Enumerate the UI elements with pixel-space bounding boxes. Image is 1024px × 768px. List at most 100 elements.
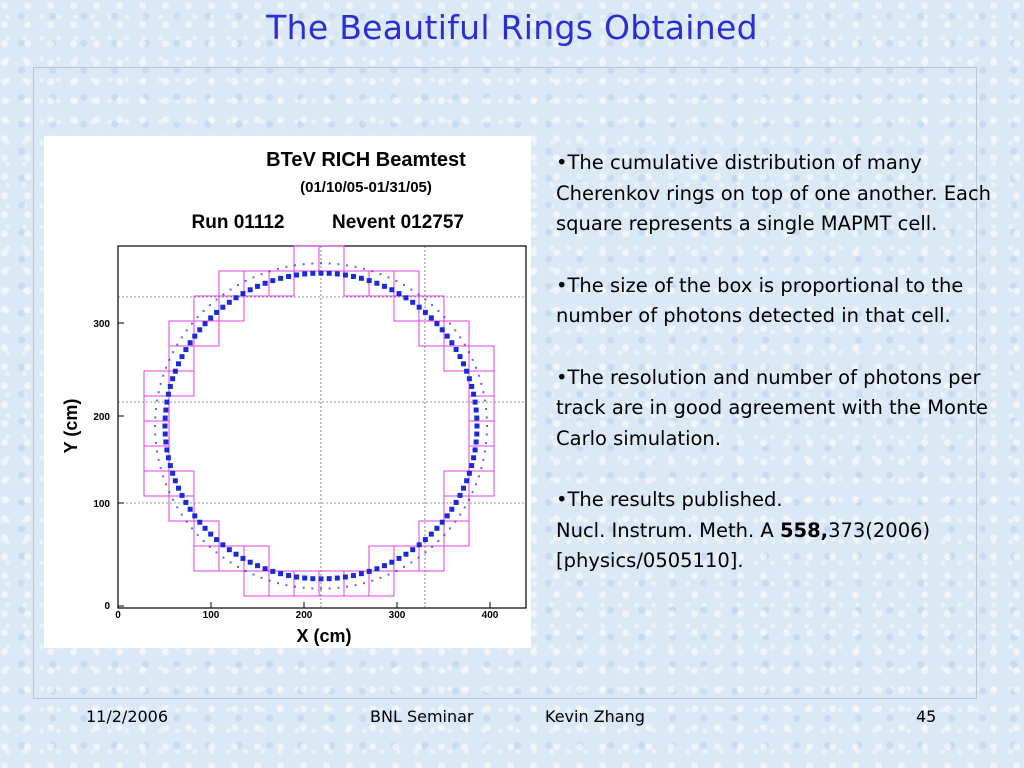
- photon-hit: [337, 263, 340, 266]
- photon-hit: [202, 540, 205, 543]
- y-tick-0: 0: [104, 601, 110, 612]
- photon-hit: [422, 309, 428, 315]
- bullet-resolution: •The resolution and number of photons pe…: [556, 365, 988, 450]
- photon-hit: [175, 361, 181, 367]
- photon-hit: [187, 506, 193, 512]
- figure-run: Run 01112: [192, 212, 285, 233]
- photon-hit: [164, 447, 170, 453]
- photon-hit: [464, 478, 470, 484]
- photon-hit: [220, 542, 226, 548]
- photon-hit: [379, 576, 382, 579]
- photon-hit: [469, 383, 475, 389]
- photon-hit: [222, 293, 225, 296]
- photon-hit: [172, 478, 178, 484]
- photon-hit: [482, 458, 485, 461]
- photon-hit: [172, 351, 175, 354]
- photon-hit: [362, 267, 365, 270]
- photon-hit: [172, 498, 175, 501]
- slide-title: The Beautiful Rings Obtained: [266, 8, 758, 47]
- arxiv-reference: [physics/0505110].: [556, 549, 744, 572]
- y-tick-100: 100: [93, 499, 110, 510]
- photon-hit: [208, 304, 211, 307]
- x-axis-label: X (cm): [296, 626, 351, 646]
- photon-hit: [190, 322, 193, 325]
- photon-hit: [471, 491, 474, 494]
- photon-hit: [278, 571, 284, 577]
- photon-hit: [278, 275, 284, 281]
- x-tick-0: 0: [115, 610, 121, 621]
- y-tick-200: 200: [93, 412, 110, 423]
- photon-hit: [345, 264, 348, 267]
- photon-hit: [162, 475, 165, 478]
- photon-hit: [229, 288, 232, 291]
- photon-hit: [466, 376, 472, 382]
- photon-hit: [379, 273, 382, 276]
- photon-hit: [262, 280, 268, 286]
- photon-hit: [270, 568, 276, 574]
- footer-page-number: 45: [916, 707, 937, 726]
- photon-hit: [469, 463, 475, 469]
- photon-hits: [154, 262, 488, 590]
- photon-hit: [310, 576, 316, 582]
- x-tick-200: 200: [296, 610, 313, 621]
- photon-hit: [310, 270, 316, 276]
- photon-hit: [196, 533, 199, 536]
- photon-hit: [374, 280, 380, 286]
- photon-hit: [294, 574, 300, 580]
- photon-hit: [471, 391, 477, 397]
- photon-hit: [410, 547, 416, 553]
- photon-hit: [358, 275, 364, 281]
- footer-event: BNL Seminar: [370, 707, 474, 726]
- photon-hit: [483, 450, 486, 453]
- photon-hit: [431, 545, 434, 548]
- photon-hit: [410, 299, 416, 305]
- photon-hit: [444, 333, 450, 339]
- photon-hit: [154, 425, 156, 427]
- photon-hit: [424, 298, 427, 301]
- photon-hit: [154, 407, 157, 410]
- content-frame: [33, 67, 977, 699]
- photon-hit: [437, 540, 440, 543]
- photon-hit: [374, 566, 380, 572]
- citation-line: Nucl. Instrum. Meth. A 558,373(2006): [556, 516, 1021, 547]
- photon-hit: [463, 506, 466, 509]
- photon-hit: [167, 383, 173, 389]
- photon-hit: [395, 280, 398, 283]
- photon-hit: [454, 520, 457, 523]
- photon-hit: [208, 545, 211, 548]
- photon-hit: [485, 433, 488, 436]
- photon-hit: [486, 425, 488, 427]
- photon-hit: [233, 295, 239, 301]
- bullet-published: •The results published. Nucl. Instrum. M…: [556, 485, 1021, 577]
- photon-hit: [202, 309, 205, 312]
- photon-hit: [480, 382, 483, 385]
- photon-hit: [410, 288, 413, 291]
- photon-hit: [220, 304, 226, 310]
- photon-hit: [483, 399, 486, 402]
- photon-hit: [285, 584, 288, 587]
- photon-hit: [237, 565, 239, 568]
- photon-hit: [434, 321, 440, 327]
- photon-hit: [240, 555, 246, 561]
- figure-nevent: Nevent 012757: [332, 212, 464, 233]
- photon-hit: [471, 455, 477, 461]
- photon-hit: [463, 343, 466, 346]
- photon-hit: [168, 491, 171, 494]
- photon-hit: [170, 376, 176, 382]
- photon-hit: [454, 329, 457, 332]
- photon-hit: [156, 450, 159, 453]
- photon-hit: [244, 569, 247, 572]
- photon-hit: [345, 585, 348, 588]
- photon-hit: [294, 264, 297, 267]
- photon-hit: [473, 407, 479, 413]
- photon-hit: [277, 267, 280, 270]
- photon-hit: [247, 559, 253, 565]
- photon-hit: [286, 273, 292, 279]
- photon-hit: [244, 280, 247, 283]
- x-tick-400: 400: [482, 610, 499, 621]
- bullet-list: •The cumulative distribution of many Che…: [556, 148, 1021, 608]
- photon-hit: [485, 442, 488, 445]
- photon-hit: [180, 336, 183, 339]
- photon-hit: [202, 525, 208, 531]
- photon-hit: [154, 442, 157, 445]
